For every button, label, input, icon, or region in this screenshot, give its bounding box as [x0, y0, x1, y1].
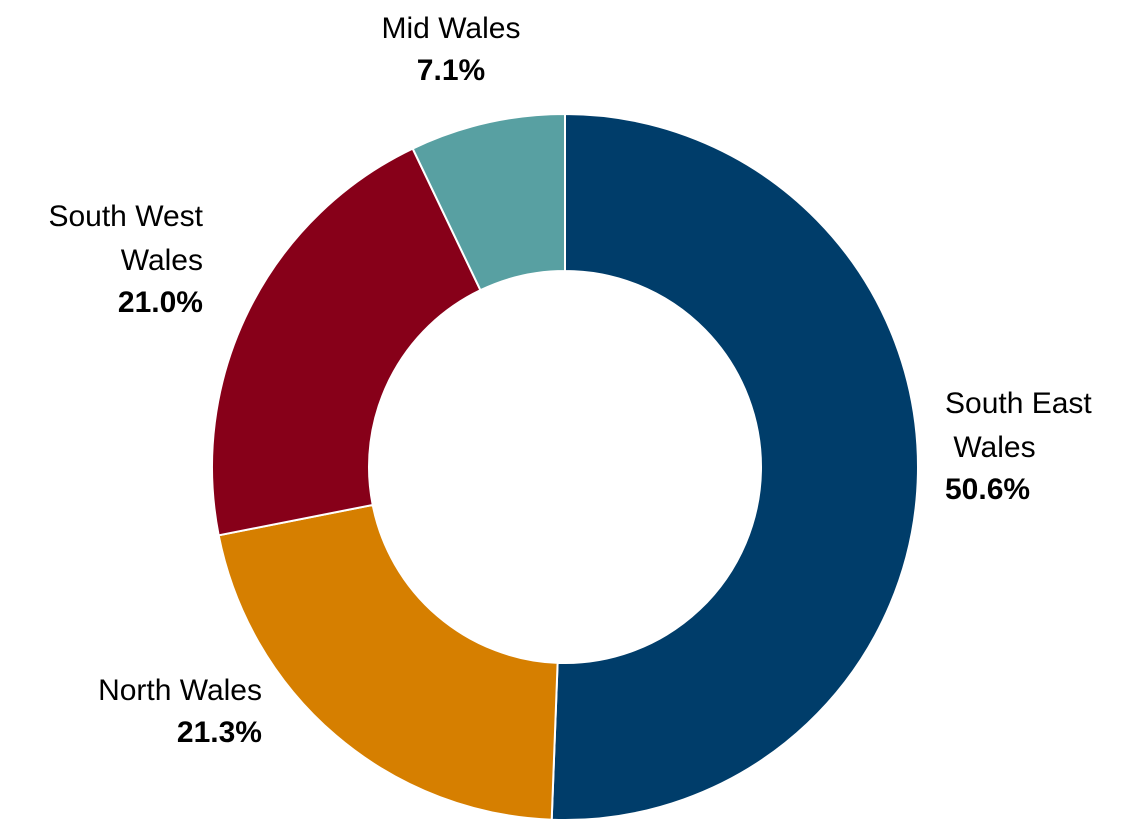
slice-value-label: 21.0% [118, 286, 203, 319]
donut-slice [217, 503, 559, 821]
slice-label: South East Wales [945, 387, 1092, 464]
slice-value-label: 7.1% [417, 54, 485, 87]
slice-value-label: 50.6% [945, 473, 1030, 506]
donut-slice [550, 112, 919, 821]
slice-label: South West Wales [48, 200, 203, 277]
donut-slice [211, 147, 482, 537]
donut-slice [411, 112, 566, 292]
slice-label: Mid Wales [382, 12, 521, 45]
slice-label: North Wales [98, 674, 262, 707]
slice-value-label: 21.3% [177, 716, 262, 749]
